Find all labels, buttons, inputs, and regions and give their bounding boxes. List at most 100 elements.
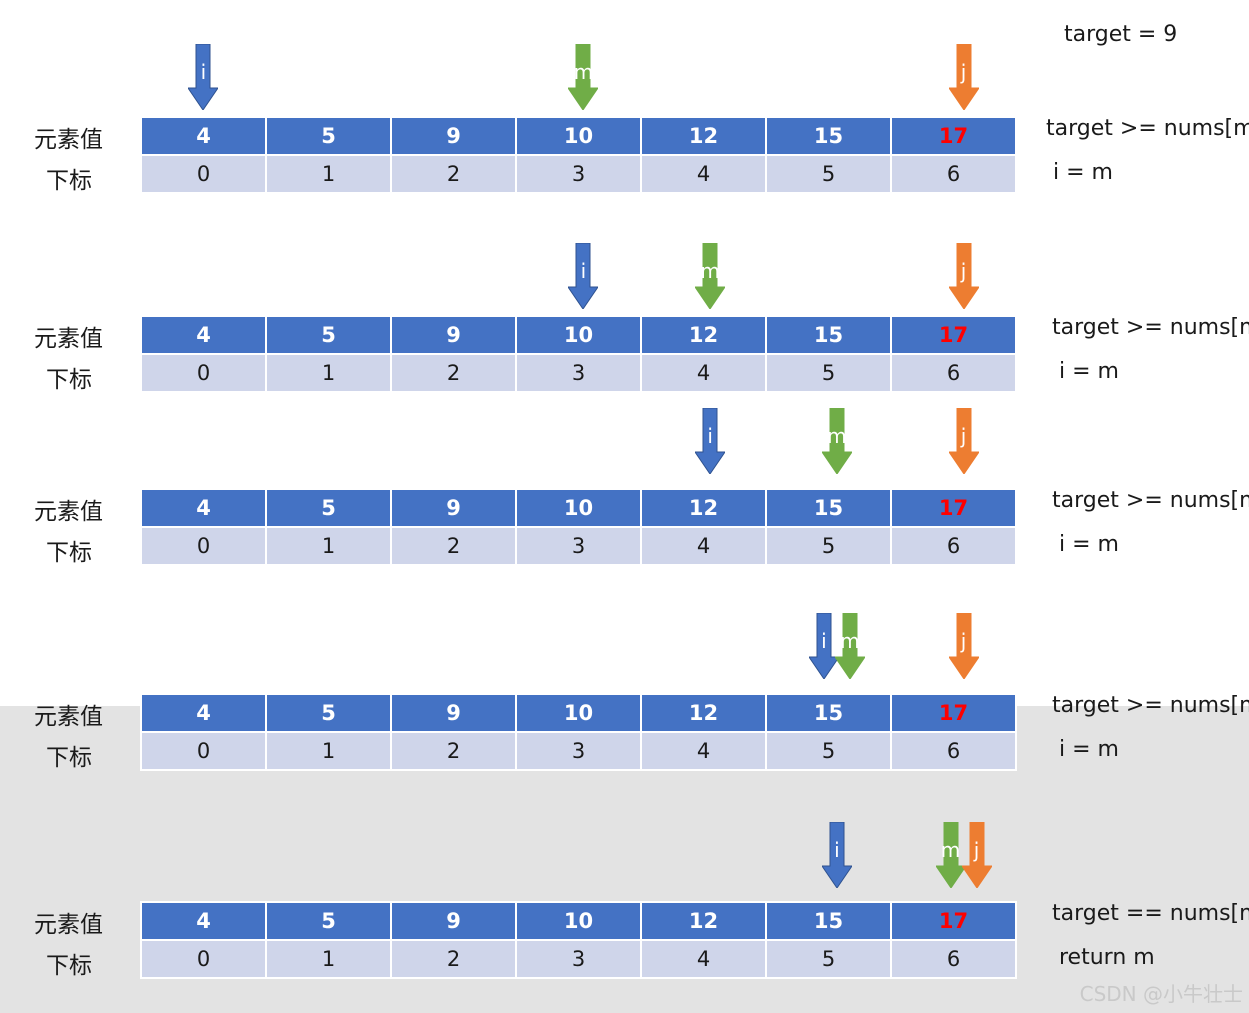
pointer-i-arrow: i [808,613,839,679]
value-cell: 10 [515,901,642,941]
index-cell: 3 [515,731,642,771]
row-label-index: 下标 [46,745,92,771]
index-cell: 2 [390,353,517,393]
index-cell: 1 [265,353,392,393]
value-cell: 15 [765,693,892,733]
value-cell: 15 [765,901,892,941]
pointer-i-label: i [200,60,207,84]
pointer-i-arrow: i [695,408,726,474]
value-cell: 9 [390,116,517,156]
action-note: i = m [1059,737,1119,762]
value-cell: 12 [640,693,767,733]
index-cell: 0 [140,526,267,566]
action-note: return m [1059,945,1155,970]
index-cell: 3 [515,526,642,566]
index-cell: 1 [265,526,392,566]
value-cell: 12 [640,901,767,941]
index-cell: 4 [640,353,767,393]
index-cell: 6 [890,939,1017,979]
index-cell: 5 [765,526,892,566]
value-cell: 15 [765,488,892,528]
pointer-i-label: i [821,629,827,653]
index-cell: 0 [140,154,267,194]
value-cell: 9 [390,693,517,733]
value-cell: 15 [765,315,892,355]
pointer-i-label: i [707,424,713,448]
value-cell: 17 [890,116,1017,156]
value-cell: 12 [640,315,767,355]
value-cell: 4 [140,693,267,733]
row-label-values: 元素值 [34,127,103,153]
value-cell: 5 [265,901,392,941]
index-cell: 3 [515,353,642,393]
action-note: i = m [1053,160,1113,185]
values-row: 4 5 9 10 12 15 17 [140,315,1017,355]
target-label: target = 9 [1064,22,1178,47]
pointer-i-arrow: i [568,243,599,309]
array-table: 4 5 9 10 12 15 17 0 1 2 3 4 5 6 [140,315,1017,393]
index-cell: 4 [640,939,767,979]
array-table: 4 5 9 10 12 15 17 0 1 2 3 4 5 6 [140,488,1017,566]
value-cell: 17 [890,488,1017,528]
index-cell: 6 [890,154,1017,194]
pointer-m-label: m [700,259,720,283]
value-cell: 4 [140,315,267,355]
pointer-m-arrow: m [568,44,599,110]
index-cell: 2 [390,731,517,771]
pointer-m-label: m [940,838,961,862]
pointer-j-arrow: j [948,44,979,110]
pointer-i-arrow: i [821,822,852,888]
pointer-j-arrow: j [948,613,979,679]
index-cell: 4 [640,526,767,566]
pointer-j-arrow: j [948,408,979,474]
pointer-j-arrow: j [961,822,992,888]
row-label-index: 下标 [46,168,92,194]
value-cell: 15 [765,116,892,156]
value-cell: 10 [515,488,642,528]
index-cell: 5 [765,353,892,393]
row-label-index: 下标 [46,540,92,566]
index-cell: 1 [265,731,392,771]
pointer-m-arrow: m [935,822,966,888]
index-cell: 4 [640,731,767,771]
values-row: 4 5 9 10 12 15 17 [140,116,1017,156]
index-cell: 6 [890,353,1017,393]
index-cell: 6 [890,526,1017,566]
pointer-j-label: j [960,629,967,653]
condition-note: target >= nums[m] [1052,488,1249,513]
index-cell: 2 [390,154,517,194]
values-row: 4 5 9 10 12 15 17 [140,901,1017,941]
index-cell: 1 [265,154,392,194]
value-cell: 17 [890,693,1017,733]
index-cell: 0 [140,353,267,393]
value-cell: 9 [390,488,517,528]
condition-note: target >= nums[m] [1052,693,1249,718]
index-cell: 6 [890,731,1017,771]
pointer-j-label: j [973,838,980,862]
value-cell: 4 [140,116,267,156]
pointer-m-arrow: m [834,613,865,679]
array-table: 4 5 9 10 12 15 17 0 1 2 3 4 5 6 [140,116,1017,194]
value-cell: 10 [515,693,642,733]
index-cell: 0 [140,939,267,979]
row-label-values: 元素值 [34,499,103,525]
value-cell: 9 [390,315,517,355]
pointer-m-label: m [840,629,860,653]
action-note: i = m [1059,359,1119,384]
row-label-values: 元素值 [34,912,103,938]
row-label-values: 元素值 [34,704,103,730]
condition-note: target >= nums[m] [1052,315,1249,340]
row-label-values: 元素值 [34,326,103,352]
array-table: 4 5 9 10 12 15 17 0 1 2 3 4 5 6 [140,901,1017,979]
index-cell: 5 [765,731,892,771]
value-cell: 10 [515,315,642,355]
array-table: 4 5 9 10 12 15 17 0 1 2 3 4 5 6 [140,693,1017,771]
index-cell: 4 [640,154,767,194]
condition-note: target == nums[m] [1052,901,1249,926]
values-row: 4 5 9 10 12 15 17 [140,488,1017,528]
pointer-i-label: i [834,838,840,862]
value-cell: 10 [515,116,642,156]
